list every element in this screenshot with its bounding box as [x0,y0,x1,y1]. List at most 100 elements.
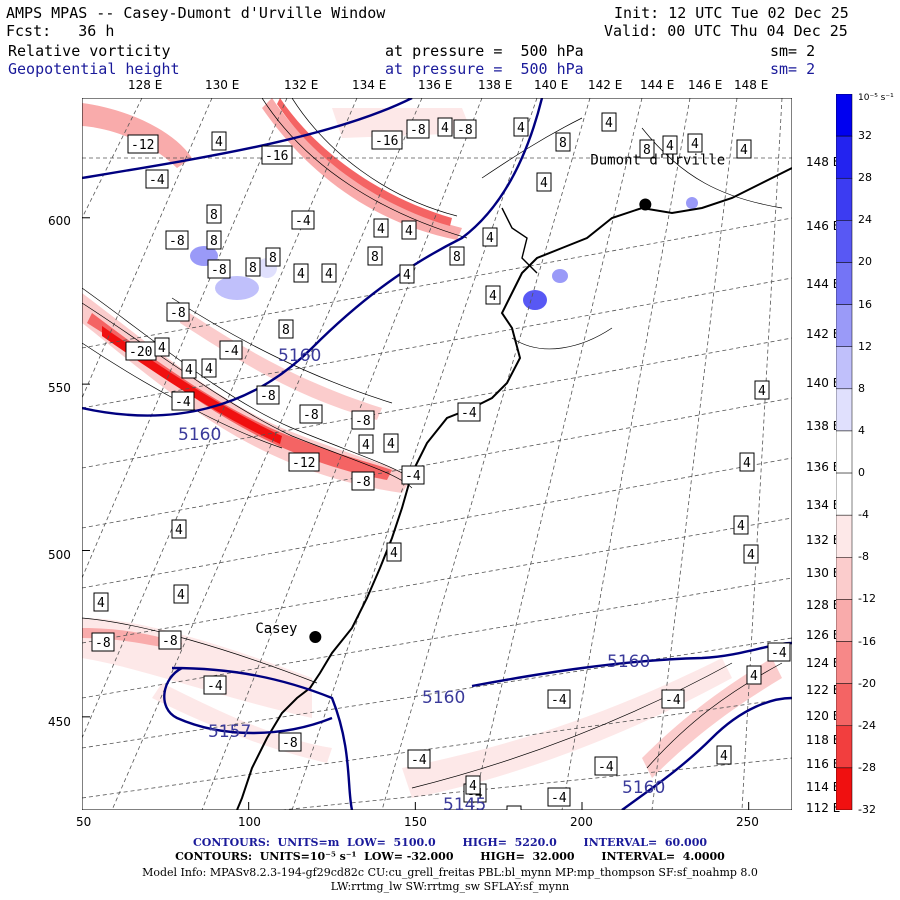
vorticity-label-box [203,675,227,695]
vorticity-label: 4 [737,519,745,534]
vorticity-label-box [373,218,389,238]
vorticity-label-box [437,117,453,137]
vorticity-label: 4 [720,749,728,764]
vorticity-label: 4 [758,384,766,399]
vorticity-label: 4 [747,548,755,563]
vorticity-label-box [245,257,261,277]
vorticity-label-box [687,133,703,153]
vorticity-label-box [358,434,374,454]
colorbar-tick-label: 8 [858,381,865,395]
vorticity-label: 4 [362,438,370,453]
vorticity-label: 4 [158,341,166,356]
vorticity-label-box [181,359,197,379]
colorbar-tick-label: 4 [858,423,865,437]
longitude-label: 136 E [806,460,841,474]
vorticity-label: -8 [260,389,276,404]
vorticity-label: 8 [249,261,257,276]
vorticity-label-box [351,471,375,491]
vorticity-label: 4 [489,289,497,304]
vorticity-label-box [536,172,552,192]
longitude-label: 140 E [806,376,841,390]
vorticity-label: 4 [215,135,223,150]
field1-name: Relative vorticity [8,42,171,60]
colorbar-segment [836,262,853,305]
vorticity-label-box [299,404,323,424]
vorticity-label-box [351,410,375,430]
height-contour-label: 5160 [422,688,465,708]
vorticity-label-box [278,732,302,752]
vorticity-label: -4 [461,406,477,421]
vorticity-label: -8 [162,634,178,649]
height-contour-info: CONTOURS: UNITS=m LOW= 5100.0 HIGH= 5220… [193,836,707,849]
colorbar-segment [836,94,853,137]
vorticity-label-box [256,385,280,405]
vorticity-label-box [371,130,403,150]
vorticity-label: 4 [205,362,213,377]
vorticity-label: 4 [486,231,494,246]
place-markers: Casey Dumont d'Urville [255,152,725,643]
vorticity-label-box [399,264,415,284]
vorticity-label-box [767,642,791,662]
height-contour-label: 5160 [622,778,665,798]
colorbar-tick-label: -24 [858,718,876,732]
colorbar-tick-label: 32 [858,129,872,143]
longitude-label: 138 E [478,78,513,92]
valid-time: Valid: 00 UTC Thu 04 Dec 25 [604,22,848,40]
longitude-label: 144 E [640,78,675,92]
longitude-label: 114 E [806,780,841,794]
vorticity-label: 8 [210,234,218,249]
longitude-label: 124 E [806,656,841,670]
vorticity-label-box [288,452,320,472]
colorbar-segment [836,346,853,390]
vorticity-label-box [93,592,109,612]
vorticity-label: 4 [605,116,613,131]
height-contour-label: 5160 [607,652,650,672]
vorticity-label: -4 [405,469,421,484]
field1-smoothing: sm= 2 [770,42,816,60]
station-label: Dumont d'Urville [590,152,725,168]
vorticity-label-box [639,139,655,159]
vorticity-label-box [206,204,222,224]
vorticity-label-box [145,169,169,189]
colorbar-segment [836,514,853,558]
coastline-inlet [501,207,538,274]
vorticity-label: -8 [211,263,227,278]
vorticity-label: -20 [129,345,152,360]
colorbar-segment [836,683,853,727]
vorticity-label: 8 [453,250,461,265]
longitude-label: 122 E [806,683,841,697]
map-panel[interactable]: -12 -16 -16 -8 -8 -4 -4 -8 -8 -20 -8 -4 -8 -8 -8 -12 -8 -… [82,98,792,810]
vorticity-label-box [367,246,383,266]
longitude-label: 144 E [806,277,841,291]
vorticity-label-box [261,145,293,165]
longitude-label: 128 E [806,598,841,612]
longitude-label: 120 E [806,709,841,723]
x-tick-label: 100 [238,815,261,829]
axis-ticks [82,217,750,810]
vorticity-label: 4 [377,222,385,237]
vorticity-label-box [401,220,417,240]
vorticity-label-box [91,632,115,652]
vorticity-label: -8 [282,736,298,751]
station-marker [309,630,322,643]
vorticity-label-box [716,745,732,765]
vorticity-label: 4 [177,588,185,603]
colorbar-segment [836,599,853,642]
longitude-label: 134 E [352,78,387,92]
vorticity-contours [82,98,783,789]
vorticity-contour-info: CONTOURS: UNITS=10⁻⁵ s⁻¹ LOW= -32.000 HI… [175,850,725,863]
vorticity-label-box [661,689,685,709]
vorticity-label-box [219,340,243,360]
model-info-line2: LW:rrtmg_lw SW:rrtmg_sw SFLAY:sf_mynn [330,880,570,893]
vorticity-label-box [211,131,227,151]
vorticity-label-box [173,584,189,604]
longitude-label: 142 E [806,327,841,341]
colorbar-tick-label: -20 [858,676,876,690]
longitude-label: 134 E [806,498,841,512]
vorticity-label-box [407,749,431,769]
vorticity-label-box [386,542,402,562]
colorbar-tick-label: 0 [858,466,865,480]
y-tick-label: 500 [48,548,71,562]
vorticity-label: 8 [371,250,379,265]
vorticity-label-box [482,227,498,247]
